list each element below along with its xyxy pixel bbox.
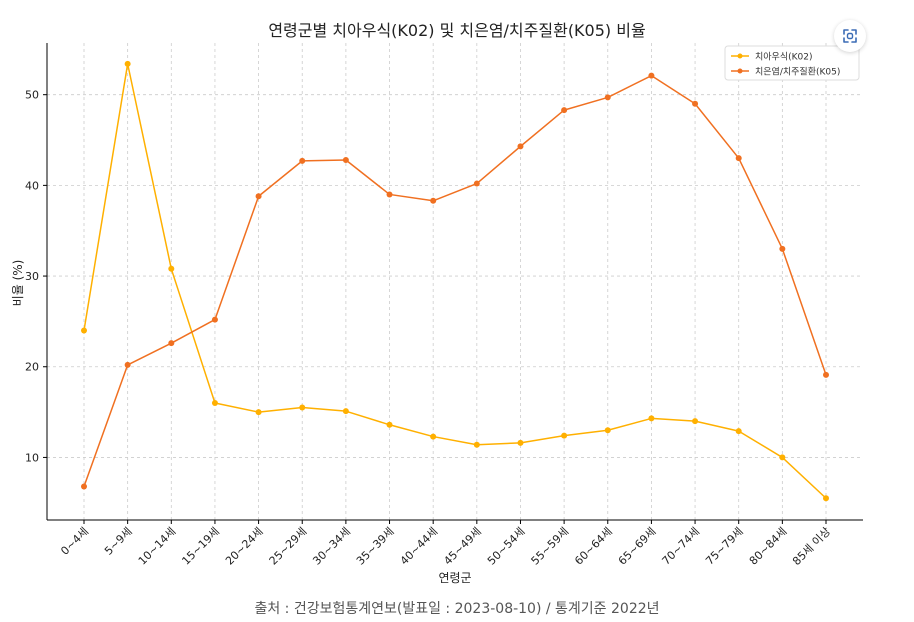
series-line-2 [83,74,827,487]
data-point [517,439,524,446]
data-point [823,371,829,378]
data-point [211,316,218,323]
expand-button[interactable] [834,20,866,52]
chart-title: 연령군별 치아우식(K02) 및 치은염/치주질환(K05) 비율 [268,21,645,40]
data-point [561,432,568,439]
y-tick-label: 10 [25,451,39,464]
data-point [168,340,175,347]
data-point [604,94,611,101]
data-point [735,155,742,162]
data-point [561,107,568,114]
legend-entry-label: 치은염/치주질환(K05) [755,66,840,78]
x-axis-label: 연령군 [438,571,471,585]
expand-icon [843,29,857,43]
data-point [648,72,655,79]
x-tick-label: 55~59세 [529,525,572,568]
data-point [124,361,131,368]
data-point [692,100,699,107]
x-tick-label: 65~69세 [616,525,659,568]
x-tick-label: 10~14세 [136,525,179,568]
data-point [342,408,349,415]
legend-swatch-marker [737,68,743,74]
data-point [604,427,611,434]
data-point [692,418,699,425]
x-tick-label: 20~24세 [223,525,266,568]
data-point [255,193,262,200]
data-point [517,143,524,150]
x-tick-label: 80~84세 [747,525,790,568]
legend: 치아우식(K02) 치은염/치주질환(K05) [724,45,860,81]
data-point [124,60,131,67]
data-point [473,180,480,187]
legend-box [724,45,860,81]
x-tick-label: 35~39세 [354,525,397,568]
data-point [255,409,262,416]
data-point [81,327,87,334]
data-point [81,483,87,490]
x-tick-label: 5~9세 [102,525,135,558]
data-point [648,415,655,422]
data-point [735,428,742,435]
data-point [823,495,829,502]
y-tick-label: 20 [25,361,39,374]
data-point [211,400,218,407]
data-point [473,441,480,448]
y-axis-label: 비율 (%) [11,260,25,307]
data-point [779,245,786,252]
axes [46,43,863,521]
y-tick-label: 50 [25,89,39,102]
grid-lines [47,43,863,520]
data-point [299,404,306,411]
line-chart: 연령군별 치아우식(K02) 및 치은염/치주질환(K05) 비율 10 20 30… [11,21,863,585]
legend-entry-label: 치아우식(K02) [755,51,813,63]
series-group [81,60,829,502]
data-point [779,454,786,461]
x-tick-label: 40~44세 [398,525,441,568]
x-tick-label: 15~19세 [179,525,222,568]
data-point [299,157,306,164]
x-tick-label: 50~54세 [485,525,528,568]
x-axis-ticks: 0~4세 5~9세 10~14세 15~19세 20~24세 25~29세 30~34세 35… [58,520,833,568]
data-point [386,191,393,198]
y-tick-label: 30 [25,270,39,283]
y-tick-label: 40 [25,179,39,192]
data-point [386,421,393,428]
x-tick-label: 45~49세 [441,525,484,568]
data-point [430,433,437,440]
x-tick-label: 30~34세 [310,525,353,568]
series-line-1 [83,63,827,499]
x-tick-label: 70~74세 [660,525,703,568]
x-tick-label: 25~29세 [267,525,310,568]
x-tick-label: 60~64세 [572,525,615,568]
data-point [342,156,349,163]
data-point [430,197,437,204]
x-tick-label: 85세 이상 [790,525,833,568]
x-tick-label: 0~4세 [58,525,91,558]
x-tick-label: 75~79세 [703,525,746,568]
source-caption: 출처 : 건강보험통계연보(발표일 : 2023-08-10) / 통계기준 2… [254,601,660,617]
data-point [168,265,175,272]
legend-swatch-marker [737,53,743,59]
y-axis-ticks: 10 20 30 40 50 [25,89,47,464]
